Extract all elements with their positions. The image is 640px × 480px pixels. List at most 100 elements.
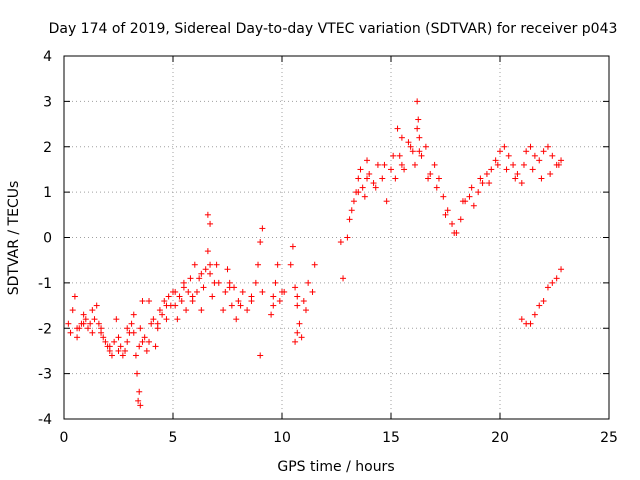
data-point: [213, 261, 220, 268]
data-point: [143, 347, 150, 354]
data-point: [209, 293, 216, 300]
chart-title: Day 174 of 2019, Sidereal Day-to-day VTE…: [49, 21, 618, 37]
data-point: [396, 152, 403, 159]
data-point: [355, 175, 362, 182]
data-point: [477, 175, 484, 182]
data-point: [272, 279, 279, 286]
y-tick-label: 3: [43, 94, 52, 110]
data-point: [488, 166, 495, 173]
data-point: [536, 302, 543, 309]
data-point: [187, 275, 194, 282]
data-point: [392, 175, 399, 182]
data-point: [425, 175, 432, 182]
data-point: [161, 298, 168, 305]
data-point: [296, 320, 303, 327]
data-point: [257, 352, 264, 359]
data-point: [540, 298, 547, 305]
data-point: [398, 134, 405, 141]
data-point: [527, 143, 534, 150]
data-point: [451, 229, 458, 236]
data-point: [154, 320, 161, 327]
data-point: [298, 334, 305, 341]
data-point: [553, 275, 560, 282]
data-point: [459, 198, 466, 205]
data-point: [431, 161, 438, 168]
data-point: [479, 180, 486, 187]
data-point: [248, 298, 255, 305]
data-point: [547, 170, 554, 177]
data-point: [183, 307, 190, 314]
data-point: [89, 329, 96, 336]
data-point: [364, 157, 371, 164]
data-point: [71, 293, 78, 300]
data-point: [274, 261, 281, 268]
data-point: [87, 320, 94, 327]
data-point: [115, 347, 122, 354]
data-point: [401, 166, 408, 173]
data-point: [529, 166, 536, 173]
data-point: [418, 152, 425, 159]
data-point: [176, 293, 183, 300]
data-point: [137, 325, 144, 332]
data-point: [220, 307, 227, 314]
data-point: [74, 325, 81, 332]
plot-frame: [63, 55, 610, 420]
data-point: [361, 193, 368, 200]
data-point: [237, 302, 244, 309]
data-point: [185, 288, 192, 295]
data-point: [202, 266, 209, 273]
data-point: [117, 343, 124, 350]
data-point: [442, 211, 449, 218]
data-point: [340, 275, 347, 282]
data-point: [108, 352, 115, 359]
data-point: [475, 189, 482, 196]
data-point: [141, 334, 148, 341]
data-point: [549, 279, 556, 286]
data-point: [518, 180, 525, 187]
data-point: [415, 116, 422, 123]
data-point: [501, 143, 508, 150]
data-point: [146, 298, 153, 305]
data-point: [337, 239, 344, 246]
data-point: [233, 316, 240, 323]
data-point: [204, 211, 211, 218]
data-point: [531, 152, 538, 159]
data-point: [544, 143, 551, 150]
data-point: [416, 148, 423, 155]
data-point: [69, 307, 76, 314]
data-point: [292, 284, 299, 291]
data-point: [483, 170, 490, 177]
data-point: [466, 193, 473, 200]
data-point: [270, 302, 277, 309]
data-point: [294, 302, 301, 309]
data-point: [294, 329, 301, 336]
data-point: [523, 148, 530, 155]
data-point: [276, 298, 283, 305]
data-point: [106, 343, 113, 350]
data-point: [136, 388, 143, 395]
data-point: [281, 288, 288, 295]
data-points: [65, 98, 565, 409]
x-tick-label: 5: [169, 430, 178, 446]
data-point: [74, 334, 81, 341]
data-point: [381, 161, 388, 168]
data-point: [259, 225, 266, 232]
data-point: [374, 161, 381, 168]
data-point: [84, 325, 91, 332]
data-point: [409, 148, 416, 155]
y-tick-label: 4: [43, 49, 52, 65]
data-point: [135, 397, 142, 404]
data-point: [102, 338, 109, 345]
data-point: [355, 189, 362, 196]
data-point: [150, 316, 157, 323]
y-tick-label: 0: [43, 231, 52, 247]
data-point: [198, 270, 205, 277]
data-point: [427, 170, 434, 177]
data-point: [440, 193, 447, 200]
data-point: [93, 302, 100, 309]
data-point: [388, 166, 394, 173]
data-point: [348, 207, 355, 214]
data-point: [270, 293, 277, 300]
data-point: [414, 125, 421, 132]
data-point: [207, 261, 214, 268]
